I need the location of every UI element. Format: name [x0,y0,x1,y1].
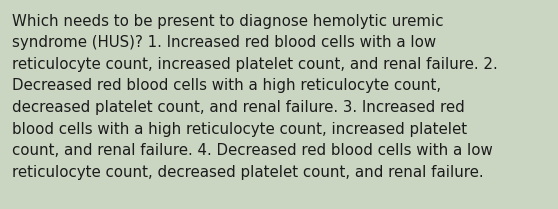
Text: Which needs to be present to diagnose hemolytic uremic
syndrome (HUS)? 1. Increa: Which needs to be present to diagnose he… [12,14,498,180]
